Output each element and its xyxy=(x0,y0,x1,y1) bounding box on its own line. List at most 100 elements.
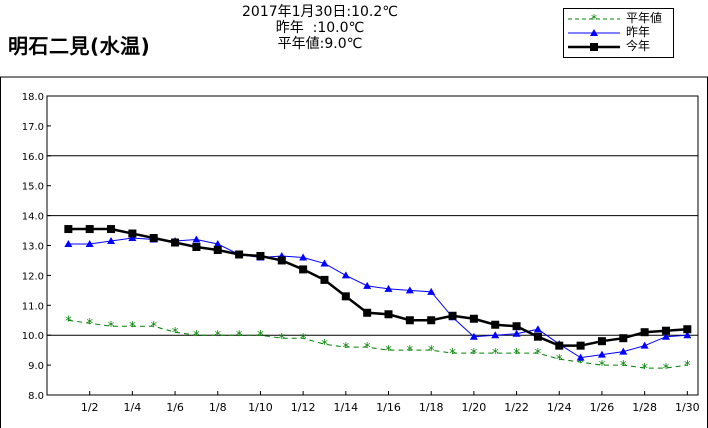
y-tick-label: 17.0 xyxy=(22,122,44,133)
y-tick-label: 12.0 xyxy=(22,271,44,282)
point-normal: * xyxy=(215,329,222,344)
y-tick-label: 8.0 xyxy=(28,391,44,402)
point-normal: * xyxy=(492,347,499,362)
x-tick-label: 1/4 xyxy=(124,401,142,414)
point-last-year xyxy=(64,240,73,248)
point-normal: * xyxy=(172,326,179,341)
point-this-year xyxy=(491,320,500,329)
y-tick-label: 16.0 xyxy=(22,152,44,163)
y-tick-label: 18.0 xyxy=(22,92,44,103)
point-normal: * xyxy=(279,332,286,347)
legend-item-normal: * 平年値 xyxy=(564,11,675,26)
reading-today: 2017年1月30日:10.2℃ xyxy=(242,4,398,20)
y-tick-label: 15.0 xyxy=(22,182,44,193)
y-tick-label: 10.0 xyxy=(22,331,44,342)
point-last-year xyxy=(469,332,478,340)
point-last-year xyxy=(491,331,500,339)
point-last-year xyxy=(363,281,372,289)
station-title: 明石二見(水温) xyxy=(8,34,151,58)
point-this-year xyxy=(576,341,585,350)
x-tick-label: 1/6 xyxy=(166,401,184,414)
legend-item-last-year: 昨年 xyxy=(564,25,675,40)
point-normal: * xyxy=(535,347,542,362)
point-last-year xyxy=(661,332,670,340)
point-normal: * xyxy=(684,359,691,374)
point-last-year xyxy=(512,329,521,337)
point-normal: * xyxy=(150,320,157,335)
x-tick-label: 1/18 xyxy=(419,401,444,414)
point-normal: * xyxy=(129,320,136,335)
point-normal: * xyxy=(641,362,648,377)
point-this-year xyxy=(555,341,564,350)
point-last-year xyxy=(640,341,649,349)
point-this-year xyxy=(149,234,158,243)
point-this-year xyxy=(213,245,222,254)
x-tick-label: 1/28 xyxy=(632,401,657,414)
reading-last-year: 昨年 :10.0℃ xyxy=(275,20,365,36)
point-normal: * xyxy=(556,353,563,368)
svg-text:*: * xyxy=(591,12,597,26)
point-this-year xyxy=(171,238,180,247)
point-this-year xyxy=(597,337,606,346)
point-this-year xyxy=(64,225,73,234)
x-tick-label: 1/26 xyxy=(590,401,615,414)
point-normal: * xyxy=(428,344,435,359)
point-normal: * xyxy=(86,317,93,332)
point-this-year xyxy=(85,225,94,234)
point-normal: * xyxy=(343,341,350,356)
point-this-year xyxy=(683,325,692,334)
x-tick-label: 1/8 xyxy=(209,401,227,414)
point-this-year xyxy=(107,225,116,234)
point-last-year xyxy=(192,235,201,243)
point-this-year xyxy=(427,316,436,325)
point-this-year xyxy=(448,311,457,320)
legend-swatch-last-year xyxy=(568,29,620,36)
point-last-year xyxy=(619,347,628,355)
point-this-year xyxy=(512,322,521,331)
point-last-year xyxy=(597,350,606,358)
y-tick-label: 9.0 xyxy=(28,361,44,372)
plot-area xyxy=(46,95,699,396)
x-tick-label: 1/24 xyxy=(547,401,572,414)
point-this-year xyxy=(299,265,308,274)
point-last-year xyxy=(427,287,436,295)
point-this-year xyxy=(320,275,329,284)
point-normal: * xyxy=(407,344,414,359)
point-this-year xyxy=(661,326,670,335)
point-normal: * xyxy=(108,320,115,335)
point-this-year xyxy=(341,292,350,301)
point-normal: * xyxy=(65,314,72,329)
y-tick-label: 13.0 xyxy=(22,242,44,253)
reading-normal: 平年値:9.0℃ xyxy=(277,36,363,52)
point-last-year xyxy=(299,253,308,261)
point-last-year xyxy=(85,240,94,248)
point-this-year xyxy=(277,256,286,265)
x-tick-label: 1/30 xyxy=(675,401,700,414)
point-this-year xyxy=(384,310,393,319)
point-last-year xyxy=(405,286,414,294)
legend-swatch-normal: * xyxy=(568,12,620,26)
point-last-year xyxy=(320,259,329,267)
chart-legend: * 平年値 昨年 今年 xyxy=(563,8,674,58)
point-normal: * xyxy=(449,347,456,362)
point-normal: * xyxy=(193,329,200,344)
point-this-year xyxy=(235,250,244,259)
point-this-year xyxy=(640,328,649,337)
point-normal: * xyxy=(364,341,371,356)
x-tick-label: 1/20 xyxy=(462,401,487,414)
point-normal: * xyxy=(577,356,584,371)
y-tick-label: 14.0 xyxy=(22,212,44,223)
series-line-normal xyxy=(68,319,688,369)
point-this-year xyxy=(533,332,542,341)
point-last-year xyxy=(533,325,542,333)
point-normal: * xyxy=(257,329,264,344)
point-normal: * xyxy=(321,338,328,353)
x-tick-label: 1/16 xyxy=(376,401,401,414)
point-last-year xyxy=(341,271,350,279)
point-this-year xyxy=(192,242,201,251)
legend-label-normal: 平年値 xyxy=(626,11,663,25)
point-last-year xyxy=(683,331,692,339)
legend-label-this-year: 今年 xyxy=(626,39,651,53)
point-this-year xyxy=(256,251,265,260)
